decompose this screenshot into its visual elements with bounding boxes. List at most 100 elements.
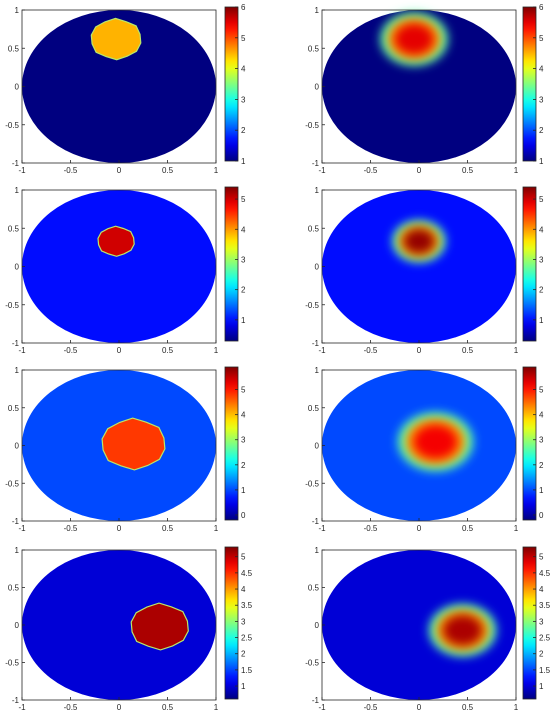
- x-tick-label: -1: [318, 524, 326, 533]
- domain-disk: [22, 190, 216, 343]
- colorbar-tick-label: 1: [539, 682, 544, 691]
- x-tick-label: -0.5: [364, 703, 378, 712]
- domain-disk: [22, 10, 216, 163]
- colorbar-tick-label: 4: [241, 585, 246, 594]
- x-tick-label: -0.5: [64, 524, 78, 533]
- colorbar-tick-label: 6: [539, 3, 544, 12]
- y-tick-label: 0.5: [308, 224, 320, 233]
- domain-disk: [322, 550, 516, 700]
- x-tick-label: 0: [417, 703, 422, 712]
- x-tick-label: 0: [417, 524, 422, 533]
- domain-disk: [322, 190, 516, 343]
- y-tick-label: 1: [15, 366, 20, 375]
- y-tick-label: 0: [315, 621, 320, 630]
- y-tick-label: 0.5: [308, 404, 320, 413]
- x-tick-label: 0: [117, 703, 122, 712]
- y-tick-label: 0: [15, 263, 20, 272]
- colorbar-tick-label: 0: [241, 511, 246, 520]
- x-tick-label: 0.5: [162, 524, 174, 533]
- colorbar-tick-label: 3: [241, 95, 246, 104]
- x-tick-label: -0.5: [64, 346, 78, 355]
- y-tick-label: -0.5: [5, 659, 19, 668]
- panel-2: -1 -0.5 0 0.5 1 -1 -0.5 0 0.5 1 1 2 3 4 5 6: [305, 3, 544, 175]
- colorbar-tick-label: 0: [539, 511, 544, 520]
- x-tick-label: 0: [117, 524, 122, 533]
- colorbar-tick-label: 2: [241, 461, 246, 470]
- colorbar-tick-label: 2: [539, 286, 544, 295]
- x-tick-label: -1: [18, 703, 26, 712]
- x-tick-label: 0: [117, 346, 122, 355]
- y-tick-label: -1: [12, 517, 20, 526]
- x-tick-label: -1: [18, 346, 26, 355]
- y-tick-label: 0: [15, 442, 20, 451]
- x-tick-label: 1: [514, 346, 519, 355]
- colorbar-tick-label: 3: [539, 95, 544, 104]
- colorbar-tick-label: 5: [539, 195, 544, 204]
- x-tick-label: -1: [318, 166, 326, 175]
- panel-6: -1 -0.5 0 0.5 1 -1 -0.5 0 0.5 1 0 1 2 3 4 5: [305, 366, 544, 533]
- y-tick-label: -1: [12, 159, 20, 168]
- x-tick-label: -0.5: [64, 703, 78, 712]
- x-tick-label: 1: [514, 703, 519, 712]
- x-tick-label: 0.5: [462, 166, 474, 175]
- colorbar-tick-label: 2: [539, 126, 544, 135]
- colorbar: [224, 546, 239, 700]
- inclusion: [101, 417, 166, 471]
- colorbar-tick-label: 5: [241, 386, 246, 395]
- x-tick-label: 1: [214, 346, 219, 355]
- y-tick-label: 0.5: [8, 224, 20, 233]
- x-tick-label: 0.5: [162, 346, 174, 355]
- x-tick-label: -1: [18, 166, 26, 175]
- colorbar-tick-label: 4: [539, 225, 544, 234]
- domain-disk: [322, 10, 516, 163]
- x-tick-label: -1: [318, 346, 326, 355]
- colorbar-tick-label: 1.5: [241, 666, 253, 675]
- y-tick-label: 1: [15, 546, 20, 555]
- y-tick-label: 0.5: [8, 44, 20, 53]
- colorbar-tick-label: 5: [241, 553, 246, 562]
- colorbar-tick-label: 5: [539, 386, 544, 395]
- y-tick-label: -0.5: [5, 121, 19, 130]
- y-tick-label: -1: [12, 339, 20, 348]
- colorbar-tick-label: 1: [241, 316, 246, 325]
- colorbar: [522, 6, 537, 162]
- x-tick-label: 0: [417, 346, 422, 355]
- colorbar-tick-label: 5: [539, 34, 544, 43]
- y-tick-label: -1: [12, 696, 20, 705]
- inclusion-core: [394, 23, 434, 55]
- x-tick-label: 1: [514, 166, 519, 175]
- colorbar-tick-label: 4.5: [241, 569, 253, 578]
- y-tick-label: -0.5: [5, 301, 19, 310]
- x-tick-label: -1: [318, 703, 326, 712]
- colorbar-tick-label: 3: [539, 617, 544, 626]
- y-tick-label: 1: [15, 186, 20, 195]
- y-tick-label: 1: [315, 546, 320, 555]
- colorbar-tick-label: 4: [241, 65, 246, 74]
- colorbar-tick-label: 6: [241, 3, 246, 12]
- colorbar-tick-label: 4: [539, 585, 544, 594]
- y-tick-label: 1: [15, 6, 20, 15]
- panel-7: -1 -0.5 0 0.5 1 -1 -0.5 0 0.5 1 1 1.5 2 2.5 3 3.5 4 4.5 5: [5, 546, 252, 712]
- colorbar: [522, 366, 537, 521]
- colorbar-tick-label: 2: [241, 286, 246, 295]
- y-tick-label: 1: [315, 186, 320, 195]
- colorbar-tick-label: 2: [539, 650, 544, 659]
- y-tick-label: -1: [312, 517, 320, 526]
- colorbar: [522, 546, 537, 700]
- y-tick-label: -1: [312, 159, 320, 168]
- colorbar-tick-label: 1: [241, 682, 246, 691]
- y-tick-label: -0.5: [5, 479, 19, 488]
- x-tick-label: 1: [514, 524, 519, 533]
- panel-5: -1 -0.5 0 0.5 1 -1 -0.5 0 0.5 1 0 1 2 3 4 5: [5, 366, 246, 533]
- panel-8: -1 -0.5 0 0.5 1 -1 -0.5 0 0.5 1 1 1.5 2 2.5 3 3.5 4 4.5 5: [305, 546, 550, 712]
- y-tick-label: -0.5: [305, 301, 319, 310]
- colorbar-tick-label: 4: [539, 65, 544, 74]
- y-tick-label: 0.5: [8, 584, 20, 593]
- inclusion: [90, 17, 142, 61]
- y-tick-label: 1: [315, 366, 320, 375]
- colorbar-tick-label: 1: [539, 486, 544, 495]
- x-tick-label: -0.5: [64, 166, 78, 175]
- panel-4: -1 -0.5 0 0.5 1 -1 -0.5 0 0.5 1 1 2 3 4 5: [305, 186, 544, 355]
- inclusion-core: [413, 424, 458, 460]
- x-tick-label: -1: [18, 524, 26, 533]
